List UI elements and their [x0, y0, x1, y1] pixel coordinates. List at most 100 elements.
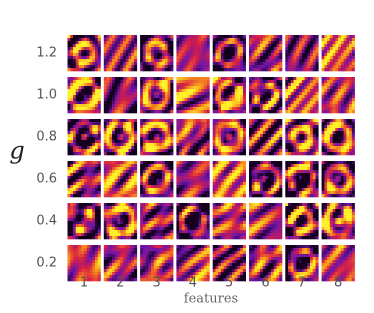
pixel — [218, 188, 221, 191]
pixel — [115, 128, 118, 131]
pixel — [349, 53, 352, 56]
pixel — [218, 140, 221, 143]
pixel — [274, 101, 277, 104]
pixel — [98, 131, 101, 134]
pixel — [204, 92, 207, 95]
pixel — [346, 188, 349, 191]
pixel — [112, 128, 115, 131]
pixel — [257, 89, 260, 92]
pixel — [277, 59, 280, 62]
pixel — [118, 53, 121, 56]
pixel — [179, 110, 182, 113]
pixel — [266, 167, 269, 170]
pixel — [126, 128, 129, 131]
pixel — [346, 38, 349, 41]
pixel — [274, 65, 277, 68]
pixel — [134, 59, 137, 62]
pixel — [294, 170, 297, 173]
pixel — [201, 143, 204, 146]
pixel — [98, 107, 101, 110]
pixel — [190, 131, 193, 134]
pixel — [279, 167, 282, 170]
pixel — [302, 80, 305, 83]
pixel — [215, 119, 218, 122]
pixel — [123, 152, 126, 155]
pixel — [182, 125, 185, 128]
pixel — [341, 77, 344, 80]
pixel — [299, 149, 302, 152]
pixel — [185, 86, 188, 89]
pixel — [90, 119, 93, 122]
pixel — [274, 62, 277, 65]
pixel — [92, 104, 95, 107]
pixel — [274, 56, 277, 59]
pixel — [307, 92, 310, 95]
pixel — [70, 182, 73, 185]
pixel — [310, 62, 313, 65]
pixel — [146, 83, 149, 86]
pixel — [263, 59, 266, 62]
pixel — [226, 134, 229, 137]
pixel — [204, 89, 207, 92]
pixel — [198, 77, 201, 80]
pixel — [70, 68, 73, 71]
pixel — [260, 47, 263, 50]
pixel — [154, 44, 157, 47]
pixel — [170, 179, 173, 182]
pixel — [148, 86, 151, 89]
pixel — [95, 122, 98, 125]
pixel — [118, 83, 121, 86]
pixel — [249, 185, 252, 188]
pixel — [249, 35, 252, 38]
pixel — [316, 107, 319, 110]
pixel — [243, 59, 246, 62]
pixel — [260, 65, 263, 68]
pixel — [107, 140, 110, 143]
pixel — [338, 134, 341, 137]
pixel — [285, 167, 288, 170]
pixel — [151, 143, 154, 146]
pixel — [165, 212, 168, 215]
pixel — [249, 131, 252, 134]
pixel — [285, 194, 288, 197]
pixel — [120, 53, 123, 56]
pixel — [176, 104, 179, 107]
pixel — [335, 110, 338, 113]
pixel — [324, 50, 327, 53]
pixel — [268, 86, 271, 89]
pixel — [148, 83, 151, 86]
pixel — [260, 101, 263, 104]
pixel — [201, 53, 204, 56]
pixel — [249, 62, 252, 65]
pixel — [98, 221, 101, 224]
pixel — [165, 146, 168, 149]
pixel — [131, 233, 134, 236]
pixel — [81, 95, 84, 98]
pixel — [207, 125, 210, 128]
pixel — [123, 107, 126, 110]
pixel — [196, 179, 199, 182]
pixel — [168, 77, 171, 80]
pixel — [176, 98, 179, 101]
pixel — [123, 119, 126, 122]
pixel — [154, 92, 157, 95]
pixel — [148, 203, 151, 206]
pixel — [185, 35, 188, 38]
pixel — [268, 176, 271, 179]
pixel — [346, 137, 349, 140]
pixel — [338, 185, 341, 188]
pixel — [159, 188, 162, 191]
pixel — [98, 164, 101, 167]
pixel — [260, 56, 263, 59]
pixel — [193, 104, 196, 107]
pixel — [87, 176, 90, 179]
pixel — [118, 212, 121, 215]
pixel — [123, 203, 126, 206]
pixel — [237, 98, 240, 101]
pixel — [162, 62, 165, 65]
pixel — [176, 182, 179, 185]
pixel — [327, 167, 330, 170]
pixel — [76, 134, 79, 137]
pixel — [76, 137, 79, 140]
pixel — [120, 104, 123, 107]
